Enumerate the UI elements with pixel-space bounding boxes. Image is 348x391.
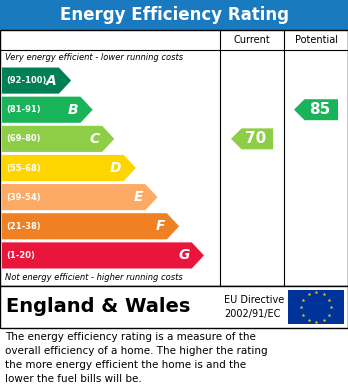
Text: Potential: Potential [294, 35, 338, 45]
Text: E: E [134, 190, 143, 204]
Text: 70: 70 [245, 131, 267, 146]
Text: C: C [90, 132, 100, 146]
Polygon shape [294, 99, 338, 120]
Text: G: G [178, 248, 190, 262]
Bar [0, 0, 348, 30]
Polygon shape [2, 155, 136, 181]
Text: D: D [110, 161, 122, 175]
Polygon shape [2, 97, 93, 123]
Text: EU Directive
2002/91/EC: EU Directive 2002/91/EC [224, 295, 284, 319]
Bar [0, 286, 348, 328]
Text: Energy Efficiency Rating: Energy Efficiency Rating [60, 6, 288, 24]
Polygon shape [231, 128, 273, 149]
Text: Not energy efficient - higher running costs: Not energy efficient - higher running co… [5, 273, 183, 283]
Text: (81-91): (81-91) [6, 105, 41, 114]
Polygon shape [2, 68, 71, 93]
Text: England & Wales: England & Wales [6, 298, 190, 316]
Polygon shape [2, 213, 179, 239]
Text: (1-20): (1-20) [6, 251, 35, 260]
Text: (69-80): (69-80) [6, 135, 40, 143]
Text: Current: Current [234, 35, 270, 45]
Text: (55-68): (55-68) [6, 163, 41, 172]
Text: A: A [46, 74, 57, 88]
Text: (92-100): (92-100) [6, 76, 46, 85]
Text: Very energy efficient - lower running costs: Very energy efficient - lower running co… [5, 54, 183, 63]
Text: F: F [155, 219, 165, 233]
Bar [288, 290, 344, 324]
Polygon shape [2, 242, 204, 269]
Bar [0, 30, 348, 286]
Text: B: B [68, 103, 79, 117]
Polygon shape [2, 184, 158, 210]
Text: (21-38): (21-38) [6, 222, 41, 231]
Text: 85: 85 [309, 102, 331, 117]
Polygon shape [2, 126, 114, 152]
Text: (39-54): (39-54) [6, 193, 41, 202]
Text: The energy efficiency rating is a measure of the
overall efficiency of a home. T: The energy efficiency rating is a measur… [5, 332, 268, 384]
